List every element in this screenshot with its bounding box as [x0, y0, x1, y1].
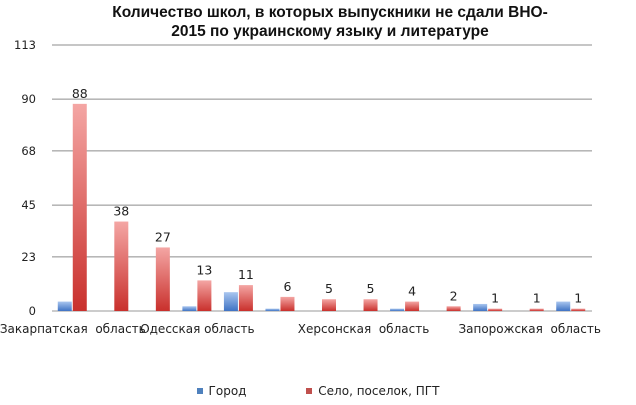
- y-tick-label: 0: [29, 304, 36, 318]
- legend-label-city: Город: [208, 384, 247, 398]
- data-label: 38: [113, 204, 129, 219]
- data-label: 88: [72, 86, 88, 101]
- data-label: 1: [491, 291, 499, 306]
- x-tick-label: Херсонская область: [298, 322, 429, 336]
- y-tick-label: 68: [21, 144, 36, 158]
- legend-label-village: Село, поселок, ПГТ: [318, 384, 440, 398]
- y-tick-label: 23: [21, 250, 36, 264]
- bar-city: [265, 308, 280, 311]
- bar-village: [322, 299, 336, 311]
- data-label: 11: [238, 267, 254, 282]
- data-label: 13: [196, 262, 212, 277]
- x-tick-label: Одесская область: [140, 322, 254, 336]
- bar-village: [155, 247, 170, 311]
- chart-title: Количество школ, в которых выпускники не…: [60, 3, 600, 41]
- bar-village: [363, 299, 378, 311]
- bar-village: [488, 308, 503, 311]
- bars: [57, 103, 586, 312]
- data-label: 27: [155, 229, 171, 244]
- data-label: 5: [367, 281, 375, 296]
- x-tick-label: Закарпатская область: [0, 322, 146, 336]
- data-label: 6: [283, 279, 291, 294]
- bar-city: [182, 306, 197, 311]
- legend-swatch-village: [306, 388, 313, 394]
- x-tick-label: Запорожская область: [458, 322, 600, 336]
- bar-city: [473, 303, 488, 311]
- bar-village: [114, 221, 129, 311]
- y-tick-label: 45: [21, 198, 36, 212]
- data-label: 1: [574, 291, 582, 306]
- y-tick-label: 90: [21, 92, 36, 106]
- gridlines: [52, 44, 592, 312]
- data-label: 5: [325, 281, 333, 296]
- chart-title-line-1: Количество школ, в которых выпускники не…: [112, 4, 548, 21]
- bar-city: [57, 301, 72, 311]
- chart-title-line-2: 2015 по украинскому языку и литературе: [171, 23, 489, 40]
- bar-village: [529, 308, 544, 311]
- data-label: 1: [533, 291, 541, 306]
- bar-village: [238, 285, 253, 311]
- legend-item-village: Село, поселок, ПГТ: [306, 384, 439, 398]
- bar-village: [72, 103, 87, 312]
- legend-swatch-city: [196, 388, 203, 394]
- y-axis-ticks: 113 90 68 45 23 0: [14, 38, 36, 318]
- bar-city: [223, 292, 238, 311]
- bar-city: [390, 308, 405, 311]
- legend: Город Село, поселок, ПГТ: [0, 384, 636, 398]
- bar-city: [556, 301, 571, 311]
- y-tick-label: 113: [14, 38, 36, 52]
- bar-village: [280, 296, 295, 311]
- legend-item-city: Город: [196, 384, 247, 398]
- bar-village: [197, 280, 212, 311]
- bar-village: [571, 308, 586, 311]
- data-label: 2: [450, 288, 458, 303]
- bar-village: [405, 301, 420, 311]
- bar-village: [446, 306, 461, 311]
- data-label: 4: [408, 284, 416, 299]
